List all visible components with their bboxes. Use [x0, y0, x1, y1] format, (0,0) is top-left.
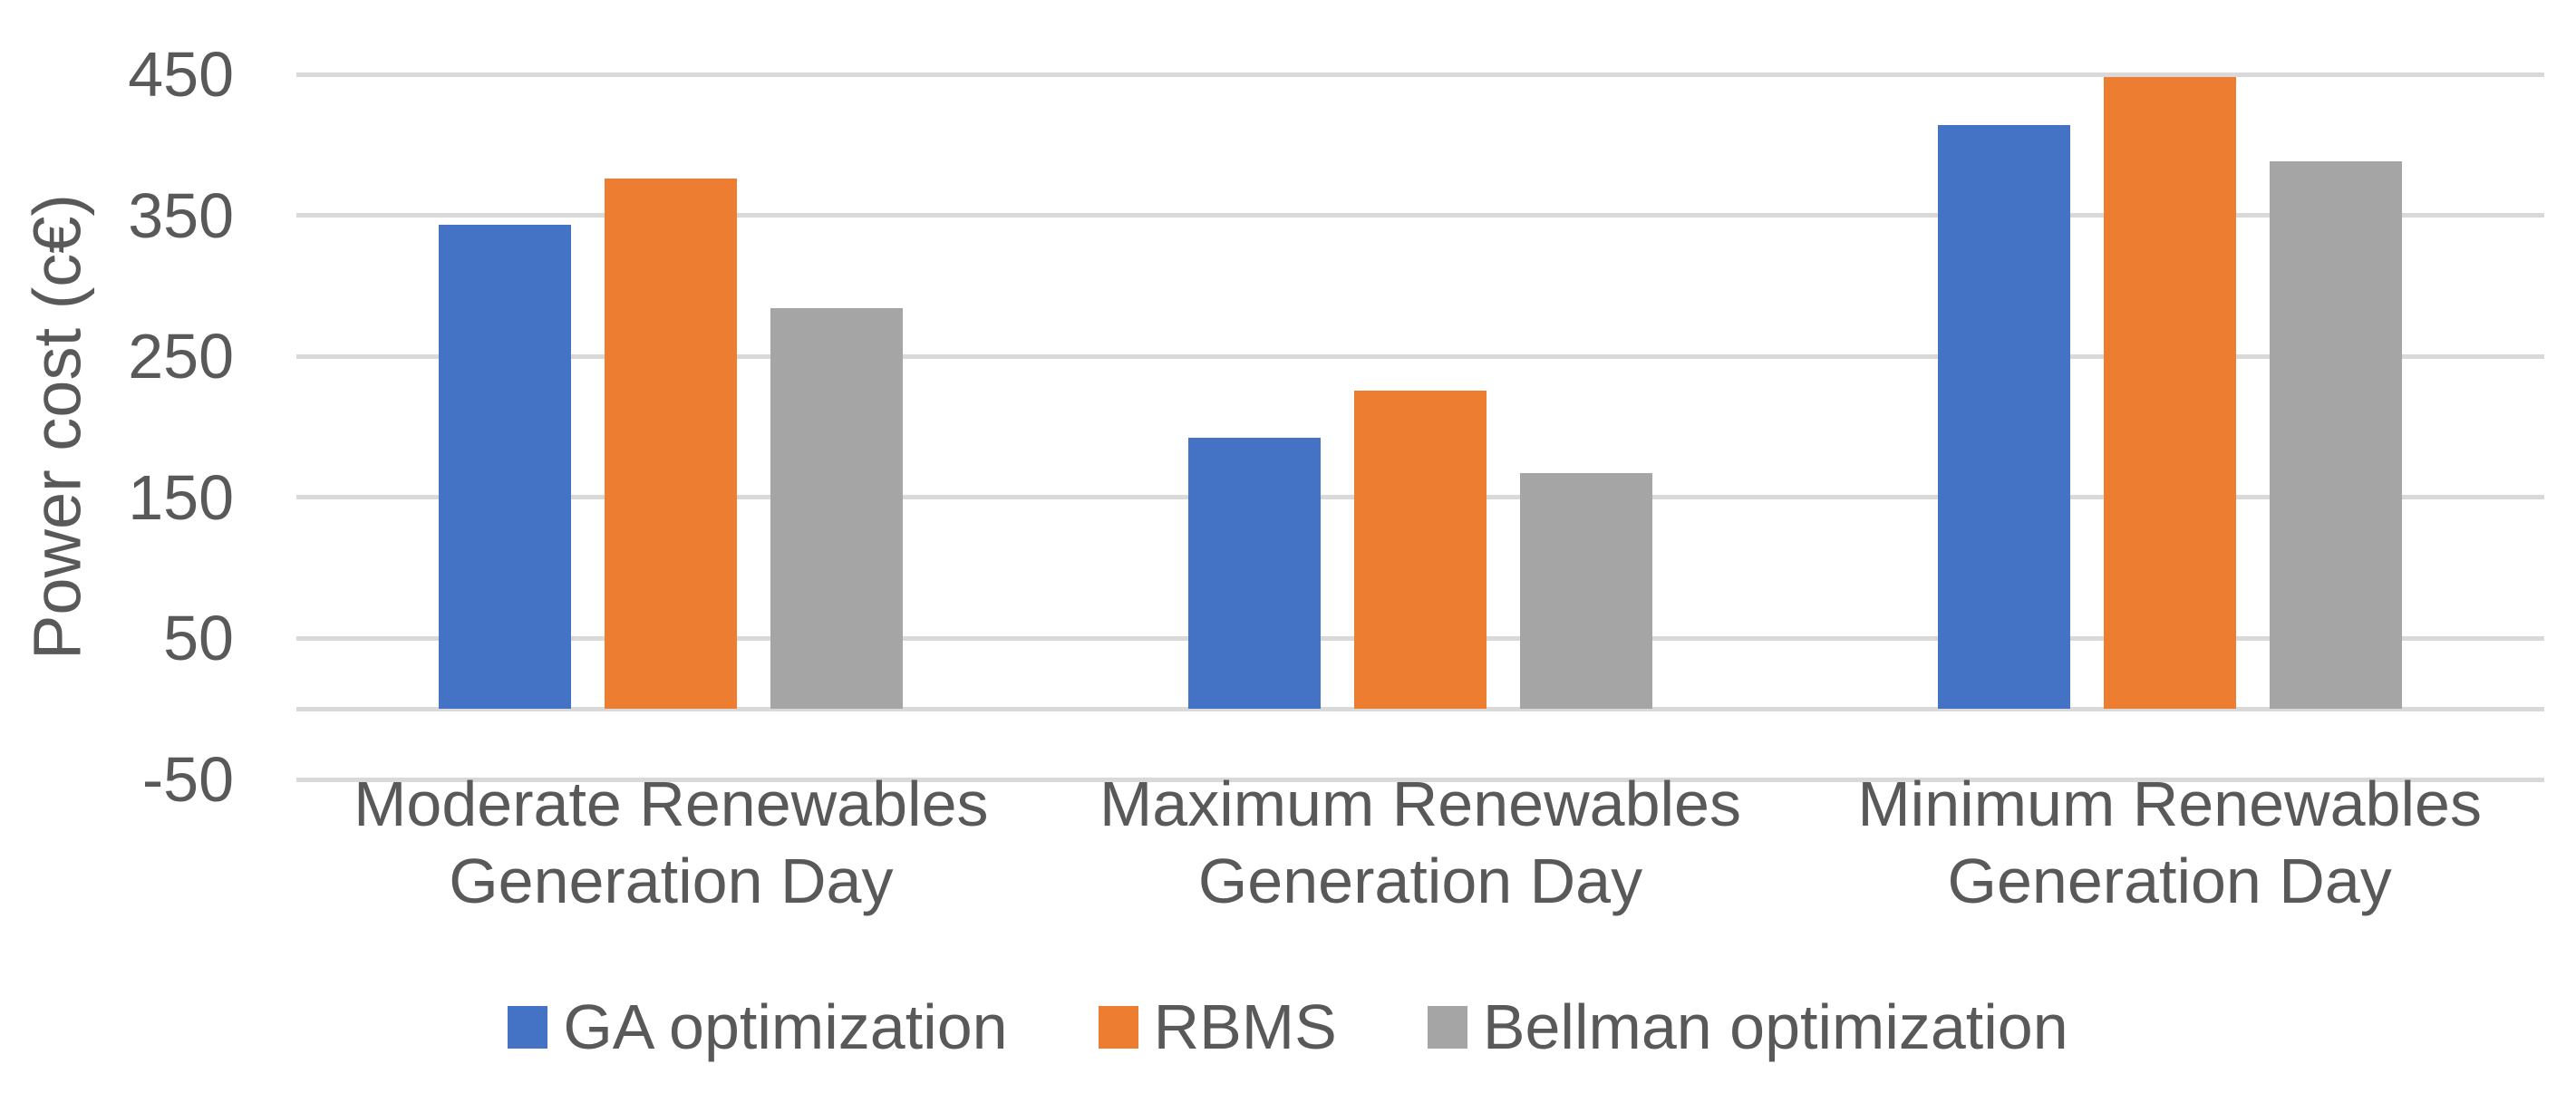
y-axis-title: Power cost (c€)	[19, 193, 95, 661]
legend-item: Bellman optimization	[1427, 991, 2068, 1063]
bar	[605, 179, 738, 710]
bar	[770, 308, 904, 710]
bar	[1520, 473, 1652, 710]
legend-item: RBMS	[1098, 991, 1337, 1063]
plot-area	[296, 72, 2544, 782]
y-tick-label: 450	[128, 39, 234, 110]
legend-label: RBMS	[1153, 991, 1337, 1062]
category-label: Moderate Renewables Generation Day	[353, 769, 989, 916]
gridline	[296, 213, 2544, 218]
legend-swatch-rbms	[1098, 1005, 1138, 1049]
legend-label: GA optimization	[563, 991, 1008, 1062]
legend-swatch-ga-optimization	[508, 1005, 548, 1049]
bar	[2269, 161, 2402, 710]
y-tick-label: 150	[128, 461, 234, 533]
gridline	[296, 353, 2544, 359]
y-tick-label: 350	[128, 179, 234, 251]
legend-item: GA optimization	[508, 991, 1008, 1063]
x-axis-line	[296, 706, 2544, 711]
category-label: Maximum Renewables Generation Day	[1099, 769, 1741, 916]
bar	[439, 225, 572, 710]
bar	[1354, 390, 1487, 710]
legend: GA optimization RBMS Bellman optimization	[0, 991, 2576, 1062]
bar	[1188, 438, 1321, 710]
gridline	[296, 72, 2544, 77]
gridline	[296, 777, 2544, 782]
bar	[2103, 77, 2236, 710]
legend-label: Bellman optimization	[1482, 991, 2068, 1062]
y-tick-label: 50	[163, 603, 234, 674]
legend-swatch-bellman-optimization	[1427, 1005, 1467, 1049]
y-tick-label: -50	[141, 744, 234, 815]
category-label: Minimum Renewables Generation Day	[1857, 769, 2482, 916]
y-tick-label: 250	[128, 321, 234, 392]
bar	[1937, 125, 2070, 710]
